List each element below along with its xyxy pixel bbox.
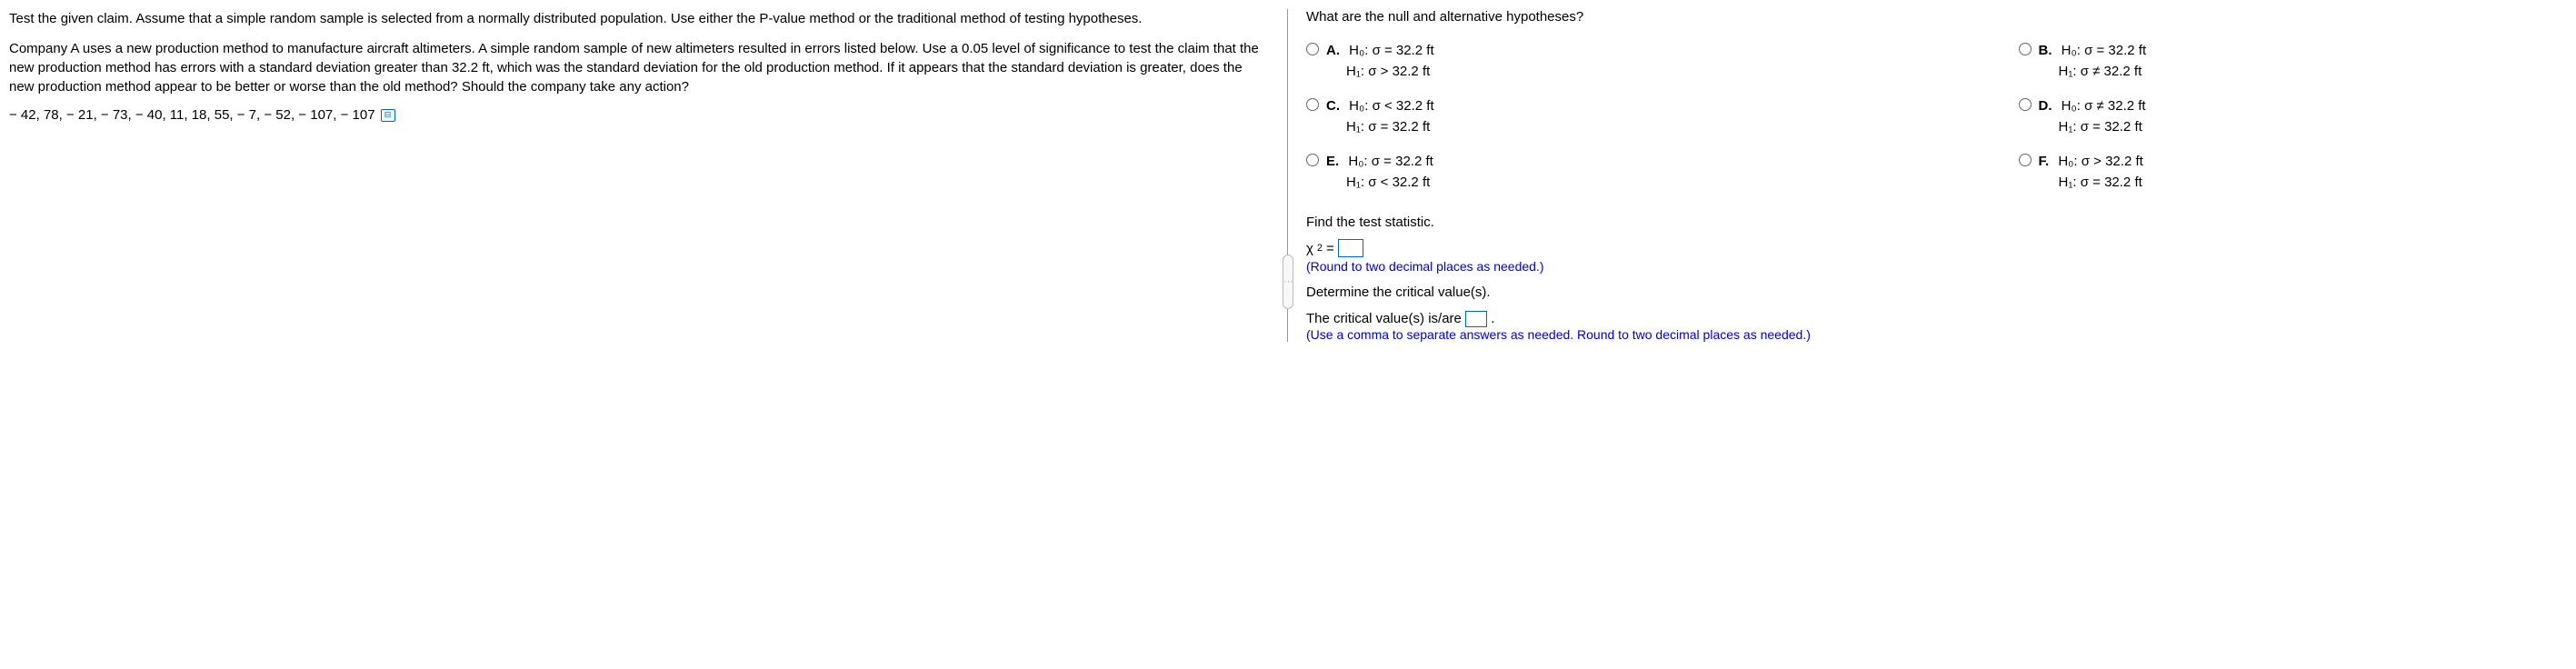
option-d[interactable]: D. H₀: σ ≠ 32.2 ft H₁: σ = 32.2 ft bbox=[2019, 96, 2568, 137]
option-f-line1: H₀: σ > 32.2 ft bbox=[2058, 154, 2142, 169]
critical-value-input[interactable] bbox=[1465, 311, 1487, 327]
option-a[interactable]: A. H₀: σ = 32.2 ft H₁: σ > 32.2 ft bbox=[1306, 41, 1855, 82]
option-d-line1: H₀: σ ≠ 32.2 ft bbox=[2062, 98, 2146, 114]
question-panel: Test the given claim. Assume that a simp… bbox=[9, 9, 1288, 342]
option-f[interactable]: F. H₀: σ > 32.2 ft H₁: σ = 32.2 ft bbox=[2019, 152, 2568, 193]
data-values: − 42, 78, − 21, − 73, − 40, 11, 18, 55, … bbox=[9, 107, 375, 123]
option-b-content: B. H₀: σ = 32.2 ft H₁: σ ≠ 32.2 ft bbox=[2039, 41, 2147, 82]
chi-sup: 2 bbox=[1317, 243, 1323, 254]
options-grid: A. H₀: σ = 32.2 ft H₁: σ > 32.2 ft B. H₀… bbox=[1306, 41, 2567, 193]
radio-e[interactable] bbox=[1306, 154, 1319, 166]
option-c[interactable]: C. H₀: σ < 32.2 ft H₁: σ = 32.2 ft bbox=[1306, 96, 1855, 137]
data-popup-icon[interactable]: ⊟ bbox=[381, 109, 395, 122]
round-hint-1: (Round to two decimal places as needed.) bbox=[1306, 259, 2567, 274]
radio-c[interactable] bbox=[1306, 98, 1319, 111]
option-f-label: F. bbox=[2039, 154, 2050, 169]
chi-symbol: χ bbox=[1306, 241, 1313, 256]
hypotheses-question: What are the null and alternative hypoth… bbox=[1306, 9, 2567, 25]
chi-square-input[interactable] bbox=[1338, 239, 1363, 257]
radio-d[interactable] bbox=[2019, 98, 2032, 111]
equals-sign: = bbox=[1326, 241, 1334, 256]
option-a-line2: H₁: σ > 32.2 ft bbox=[1346, 62, 1430, 83]
comma-hint: (Use a comma to separate answers as need… bbox=[1306, 327, 2567, 342]
option-c-content: C. H₀: σ < 32.2 ft H₁: σ = 32.2 ft bbox=[1326, 96, 1434, 137]
determine-critical: Determine the critical value(s). bbox=[1306, 285, 2567, 300]
option-d-line2: H₁: σ = 32.2 ft bbox=[2059, 117, 2142, 138]
option-f-content: F. H₀: σ > 32.2 ft H₁: σ = 32.2 ft bbox=[2039, 152, 2143, 193]
option-b-line1: H₀: σ = 32.2 ft bbox=[2062, 43, 2146, 58]
option-c-label: C. bbox=[1326, 98, 1340, 114]
option-a-line1: H₀: σ = 32.2 ft bbox=[1349, 43, 1433, 58]
option-c-line2: H₁: σ = 32.2 ft bbox=[1346, 117, 1430, 138]
option-e-label: E. bbox=[1326, 154, 1339, 169]
option-d-content: D. H₀: σ ≠ 32.2 ft H₁: σ = 32.2 ft bbox=[2039, 96, 2146, 137]
option-e-content: E. H₀: σ = 32.2 ft H₁: σ < 32.2 ft bbox=[1326, 152, 1433, 193]
data-values-row: − 42, 78, − 21, − 73, − 40, 11, 18, 55, … bbox=[9, 107, 1269, 123]
option-a-content: A. H₀: σ = 32.2 ft H₁: σ > 32.2 ft bbox=[1326, 41, 1434, 82]
scenario-text: Company A uses a new production method t… bbox=[9, 39, 1269, 96]
instruction-text: Test the given claim. Assume that a simp… bbox=[9, 9, 1269, 28]
option-a-label: A. bbox=[1326, 43, 1340, 58]
answer-panel: ⋮ What are the null and alternative hypo… bbox=[1288, 9, 2567, 342]
critical-suffix: . bbox=[1491, 311, 1494, 326]
panel-collapse-handle[interactable]: ⋮ bbox=[1283, 255, 1293, 309]
option-b-line2: H₁: σ ≠ 32.2 ft bbox=[2059, 62, 2142, 83]
option-f-line2: H₁: σ = 32.2 ft bbox=[2059, 173, 2142, 194]
option-e[interactable]: E. H₀: σ = 32.2 ft H₁: σ < 32.2 ft bbox=[1306, 152, 1855, 193]
option-b[interactable]: B. H₀: σ = 32.2 ft H₁: σ ≠ 32.2 ft bbox=[2019, 41, 2568, 82]
option-e-line2: H₁: σ < 32.2 ft bbox=[1346, 173, 1430, 194]
option-d-label: D. bbox=[2039, 98, 2052, 114]
option-c-line1: H₀: σ < 32.2 ft bbox=[1349, 98, 1433, 114]
option-e-line1: H₀: σ = 32.2 ft bbox=[1348, 154, 1433, 169]
chi-square-formula: χ2 = bbox=[1306, 239, 2567, 257]
critical-value-line: The critical value(s) is/are . bbox=[1306, 311, 2567, 327]
find-test-statistic: Find the test statistic. bbox=[1306, 215, 2567, 230]
radio-a[interactable] bbox=[1306, 43, 1319, 55]
option-b-label: B. bbox=[2039, 43, 2052, 58]
radio-f[interactable] bbox=[2019, 154, 2032, 166]
critical-prefix: The critical value(s) is/are bbox=[1306, 311, 1465, 326]
radio-b[interactable] bbox=[2019, 43, 2032, 55]
